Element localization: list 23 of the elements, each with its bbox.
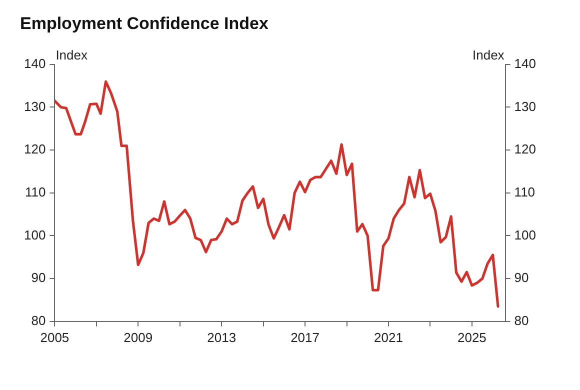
- x-tick-label: 2017: [290, 330, 320, 345]
- y2-tick-label: 90: [514, 270, 529, 286]
- y2-tick-label: 100: [514, 227, 536, 242]
- y-tick-label: 130: [24, 98, 46, 114]
- y-tick-label: 140: [24, 56, 46, 71]
- y2-tick-label: 130: [514, 98, 536, 114]
- y-axis-title: Index: [56, 47, 88, 62]
- y-tick-label: 110: [24, 184, 46, 200]
- x-tick-label: 2005: [40, 330, 70, 345]
- x-tick-label: 2009: [124, 330, 153, 345]
- y-tick-label: 90: [31, 270, 46, 286]
- x-tick-label: 2021: [374, 330, 403, 345]
- y2-tick-label: 80: [514, 312, 529, 328]
- y-tick-label: 120: [24, 142, 46, 157]
- y2-tick-label: 140: [514, 56, 536, 71]
- y2-tick-label: 120: [514, 142, 536, 157]
- x-tick-label: 2025: [457, 330, 486, 345]
- chart-title: Employment Confidence Index: [20, 14, 269, 33]
- y-tick-label: 80: [31, 312, 46, 328]
- y2-axis-title: Index: [472, 47, 505, 62]
- y-tick-label: 100: [24, 227, 46, 242]
- x-tick-label: 2013: [207, 330, 236, 345]
- y2-tick-label: 110: [514, 184, 536, 200]
